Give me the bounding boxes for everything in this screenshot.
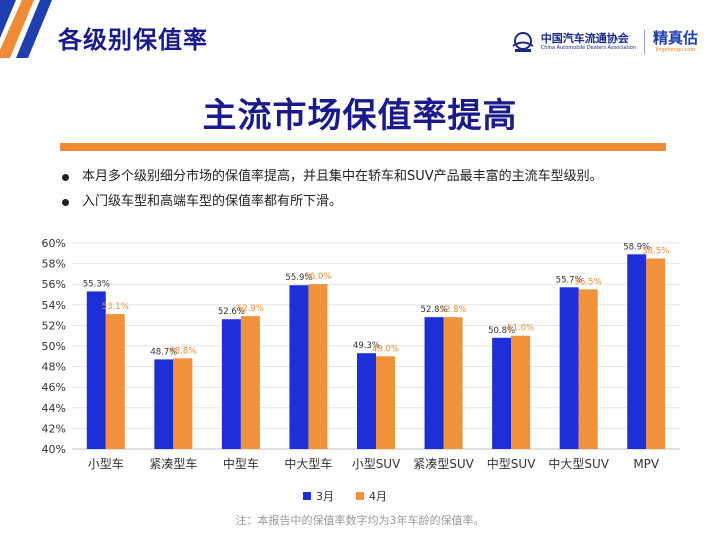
page-title: 各级别保值率 [58,26,208,54]
cada-logo-icon [512,32,534,52]
x-tick-label: 小型车 [88,456,124,471]
bar-march [289,285,309,449]
x-tick-label: 中型车 [223,456,259,471]
y-tick-label: 52% [42,319,66,332]
brand-name-cn: 精真估 [652,29,698,47]
y-tick-label: 46% [42,381,66,394]
data-label-april: 52.8% [440,305,467,315]
footnote: 注：本报告中的保值率数字均为3年车龄的保值率。 [235,514,485,527]
bar-march [86,291,106,449]
data-label-april: 48.8% [169,346,196,356]
y-tick-label: 44% [42,402,66,415]
title-underline [60,143,666,151]
x-tick-label: 中大型SUV [548,456,609,471]
x-tick-label: 紧凑型车 [149,456,197,471]
bar-march [221,319,241,449]
legend-swatch-april [356,492,364,500]
data-label-april: 49.0% [372,344,399,354]
data-label-march: 58.9% [623,242,650,252]
bullet-dot [62,174,69,181]
org-name: 中国汽车流通协会 China Automobile Dealers Associ… [540,31,636,52]
bar-march [492,337,512,449]
bar-april [646,258,666,449]
data-label-march: 52.6% [218,307,245,317]
bullet-text: 入门级车型和高端车型的保值率都有所下滑。 [82,194,343,209]
bar-april [105,314,125,449]
data-label-march: 55.3% [83,279,110,289]
bar-april [173,358,193,449]
y-tick-label: 42% [42,422,66,435]
y-tick-label: 56% [42,278,66,291]
data-label-april: 53.1% [102,302,129,312]
bar-april [511,335,531,449]
x-tick-label: 紧凑型SUV [413,457,474,471]
x-tick-label: 中大型车 [284,456,332,471]
y-tick-label: 58% [42,258,66,271]
legend-item-march: 3月 [303,488,334,504]
bullet-list: 本月多个级别细分市场的保值率提高，并且集中在轿车和SUV产品最丰富的主流车型级别… [62,168,603,218]
y-tick-label: 50% [42,340,66,353]
data-label-april: 52.9% [237,304,264,314]
data-label-april: 58.5% [642,246,669,256]
bar-april [376,356,395,449]
bar-april [308,284,328,449]
bar-march [424,317,444,449]
y-tick-label: 54% [42,299,66,312]
data-label-march: 50.8% [488,326,515,336]
data-label-march: 55.9% [285,273,312,283]
chart-legend: 3月 4月 [303,488,409,504]
legend-swatch-march [303,492,311,500]
bar-april [578,289,598,449]
data-label-april: 55.5% [575,277,602,287]
y-tick-label: 60% [42,237,66,250]
data-label-march: 55.7% [556,275,583,285]
main-title: 主流市场保值率提高 [202,96,518,136]
bar-march [357,353,376,449]
y-tick-label: 48% [42,361,66,374]
y-tick-label: 40% [42,443,66,456]
bar-march [627,254,647,449]
brand-url: jingzhengu.com [655,47,696,53]
org-name-en: China Automobile Dealers Association [540,44,636,51]
bullet-dot [62,199,69,206]
logo-area: 中国汽车流通协会 China Automobile Dealers Associ… [509,30,698,54]
data-label-march: 48.7% [150,347,177,357]
brand-logo: 精真估 jingzhengu.com [653,30,698,54]
bar-chart: 40% 42% 44% 46% 48% 50% 52% 54% 56% 58% 60% 55.3% 53… [42,237,680,471]
legend-label-april: 4月 [369,490,387,503]
bar-april [443,317,463,449]
data-label-april: 56.0% [304,272,331,282]
legend-label-march: 3月 [316,490,334,503]
data-label-march: 52.8% [421,305,448,315]
bar-march [559,287,579,449]
org-name-cn: 中国汽车流通协会 [540,31,629,45]
x-tick-label: 中型SUV [487,456,536,471]
data-label-march: 49.3% [353,341,380,351]
bullet-text: 本月多个级别细分市场的保值率提高，并且集中在轿车和SUV产品最丰富的主流车型级别… [82,169,603,184]
x-tick-label: MPV [633,457,660,471]
bar-march [154,359,174,449]
bullet-item: 入门级车型和高端车型的保值率都有所下滑。 [62,193,603,218]
bullet-item: 本月多个级别细分市场的保值率提高，并且集中在轿车和SUV产品最丰富的主流车型级别… [62,168,603,193]
data-label-april: 51.0% [507,324,534,334]
bar-april [240,316,260,449]
x-tick-label: 小型SUV [352,457,401,471]
corner-stripes [0,0,52,58]
legend-item-april: 4月 [356,488,387,504]
logo-divider [643,30,645,54]
